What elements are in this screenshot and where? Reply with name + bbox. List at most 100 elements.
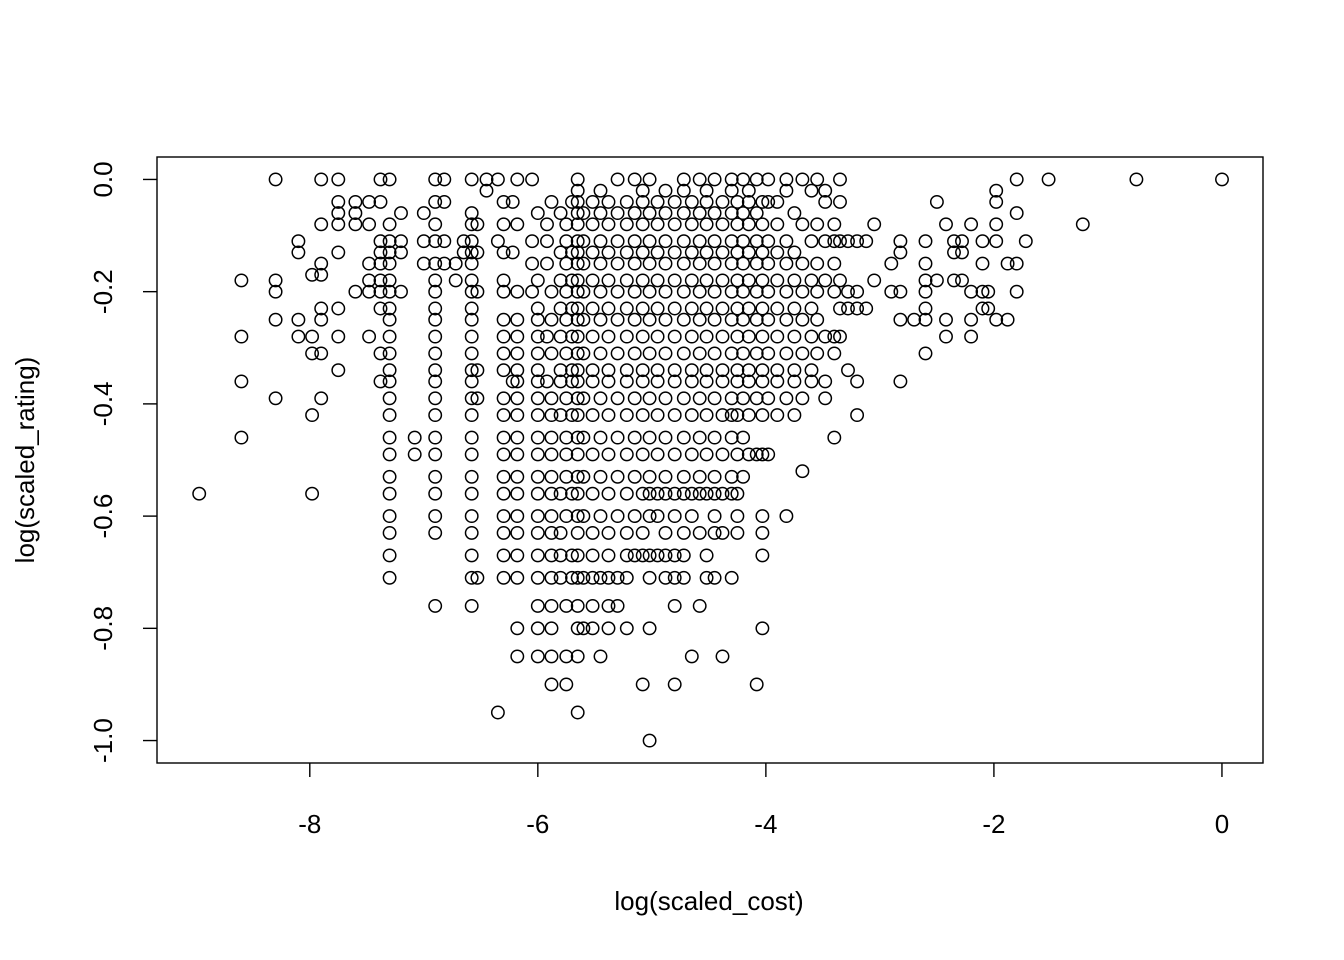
data-point [810,217,825,232]
data-point [530,363,545,378]
data-point [610,312,625,327]
data-point [730,525,745,540]
data-point [331,217,346,232]
data-point [510,649,525,664]
data-point [833,273,847,288]
data-point [570,234,585,249]
data-point [593,649,608,664]
data-point [570,408,585,423]
data-point [1000,312,1015,327]
data-point [867,217,882,232]
data-point [810,312,825,327]
data-point [382,374,397,389]
data-point [635,194,650,209]
data-point [749,284,764,299]
data-point [314,312,329,327]
data-point [553,363,568,378]
data-point [749,234,764,249]
y-tick-label: -0.8 [88,606,118,651]
data-point [530,329,545,344]
data-point [736,172,751,187]
data-point [642,346,657,361]
data-point [907,312,922,327]
data-point [565,486,579,501]
data-point [510,430,525,445]
data-point [730,486,745,501]
data-point [464,312,479,327]
data-point [715,329,730,344]
plot-frame [156,156,1264,764]
data-point [619,273,634,288]
data-point [736,469,751,484]
data-point [559,649,574,664]
data-point [331,245,346,260]
data-point [635,301,650,316]
data-point [544,598,559,613]
data-point [859,301,874,316]
data-point [684,447,699,462]
data-point [859,234,874,249]
data-point [749,312,764,327]
data-point [918,284,933,299]
data-point [610,509,625,524]
data-point [667,363,682,378]
data-point [841,363,855,378]
data-point [268,284,283,299]
data-point [787,329,802,344]
data-point [464,172,479,187]
data-point [559,256,574,271]
data-point [736,234,751,249]
data-point [741,447,756,462]
data-point [736,284,751,299]
data-point [382,447,397,462]
data-point [755,363,770,378]
data-point [692,234,707,249]
data-point [570,206,585,221]
data-point [770,363,785,378]
data-point [553,301,568,316]
data-point [510,447,525,462]
data-point [570,245,585,260]
data-point [1075,217,1090,232]
data-point [619,570,634,585]
data-point [565,408,579,423]
data-point [544,447,559,462]
data-point [893,312,908,327]
data-point [382,346,397,361]
data-point [593,183,608,198]
data-point [601,273,616,288]
data-point [804,273,819,288]
data-point [699,548,714,563]
data-point [394,245,408,260]
data-point [827,256,842,271]
data-point [470,284,485,299]
data-point [610,206,625,221]
data-point [724,391,739,406]
data-point [635,363,650,378]
data-point [464,430,479,445]
data-point [642,509,657,524]
data-point [530,570,545,585]
data-point [373,245,388,260]
data-point [530,509,545,524]
data-point [779,312,794,327]
data-point [795,464,810,479]
data-point [707,486,722,501]
data-point [715,649,730,664]
data-point [642,256,657,271]
data-point [331,329,346,344]
data-point [724,284,739,299]
data-point [530,301,545,316]
data-point [741,194,756,209]
data-point [382,430,397,445]
data-point [570,548,585,563]
data-point [530,447,545,462]
data-point [510,548,525,563]
data-point [724,256,739,271]
data-point [496,525,511,540]
data-point [939,217,953,232]
data-point [305,267,320,282]
data-point [576,469,591,484]
data-point [362,256,377,271]
data-point [707,256,722,271]
